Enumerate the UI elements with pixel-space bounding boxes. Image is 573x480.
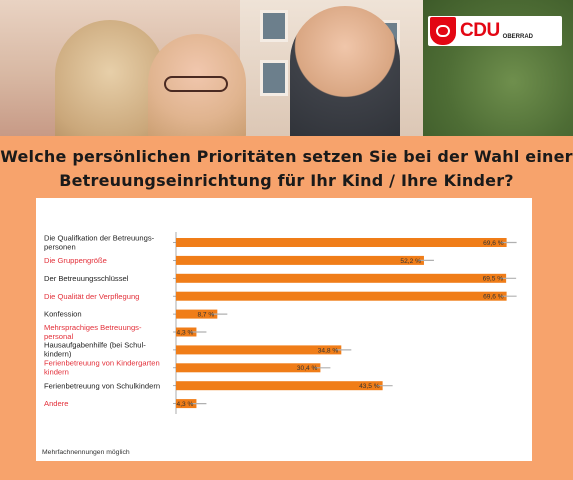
bar <box>176 363 321 373</box>
value-label: 52,2 % <box>400 258 421 265</box>
bar <box>176 345 342 355</box>
bar <box>176 381 383 391</box>
header-photo: CDU OBERRAD <box>0 0 573 136</box>
category-label: Die Qualität der Verpflegung <box>44 292 139 301</box>
value-label: 8,7 % <box>197 312 214 319</box>
category-label: Die Gruppengröße <box>44 256 107 265</box>
category-label-line: Mehrsprachiges Betreuungs- <box>44 323 142 332</box>
value-label: 4,3 % <box>177 401 194 408</box>
category-label: Konfession <box>44 310 82 319</box>
building-window <box>260 60 288 96</box>
cdu-logo: CDU OBERRAD <box>428 16 562 46</box>
category-label-line: Die Qualifkation der Betreuungs- <box>44 233 155 242</box>
bar <box>176 399 197 409</box>
bar <box>176 238 507 247</box>
category-label: Ferienbetreuung von Schulkindern <box>44 381 160 390</box>
value-label: 69,6 % <box>483 294 504 301</box>
category-label: Ferienbetreuung von Kindergarten kindern <box>44 359 160 377</box>
category-label-line: Konfession <box>44 310 82 319</box>
bar <box>176 255 424 265</box>
category-label-line: Die Gruppengröße <box>44 256 107 265</box>
category-label: Mehrsprachiges Betreuungs-personal <box>44 323 142 341</box>
category-label: Hausaufgabenhilfe (bei Schul-kindern) <box>44 341 146 359</box>
category-label: Die Qualifkation der Betreuungs-personen <box>44 233 155 251</box>
category-label-line: personal <box>44 332 73 341</box>
chart-panel: 69,6 % Die Qualifkation der Betreuungs-pe… <box>36 198 532 461</box>
category-label-line: kindern) <box>44 350 72 359</box>
bar <box>176 309 218 319</box>
bar <box>176 273 507 283</box>
value-label: 34,8 % <box>318 347 339 354</box>
bar <box>176 291 507 301</box>
category-label-line: Der Betreuungsschlüssel <box>44 274 129 283</box>
category-label-line: Andere <box>44 399 69 408</box>
value-label: 69,5 % <box>483 276 504 283</box>
building-window <box>260 10 288 42</box>
category-label-line: Hausaufgabenhilfe (bei Schul- <box>44 341 146 350</box>
category-label-line: Ferienbetreuung von Kindergarten <box>44 359 160 368</box>
title-line-2: Betreuungseinrichtung für Ihr Kind / Ihr… <box>59 171 514 190</box>
glasses-shape <box>164 76 228 92</box>
page-title: Welche persönlichen Prioritäten setzen S… <box>0 145 573 193</box>
logo-subtext: OBERRAD <box>502 33 534 40</box>
category-label-line: kindern <box>44 368 69 377</box>
category-label: Andere <box>44 399 69 408</box>
bar <box>176 327 197 337</box>
value-label: 43,5 % <box>359 383 380 390</box>
category-label: Der Betreuungsschlüssel <box>44 274 129 283</box>
footnote: Mehrfachnennungen möglich <box>42 449 130 456</box>
person-man-suit <box>290 6 400 136</box>
category-label-line: Die Qualität der Verpflegung <box>44 292 139 301</box>
value-label: 4,3 % <box>177 329 194 336</box>
title-line-1: Welche persönlichen Prioritäten setzen S… <box>0 147 573 166</box>
category-label-line: personen <box>44 242 76 251</box>
value-label: 69,6 % <box>483 240 504 247</box>
category-label-line: Ferienbetreuung von Schulkindern <box>44 381 160 390</box>
bar-chart: 69,6 % Die Qualifkation der Betreuungs-pe… <box>42 232 517 456</box>
value-label: 30,4 % <box>297 365 318 372</box>
coat-of-arms-icon <box>430 17 456 45</box>
person-blonde-back <box>55 20 165 136</box>
logo-text: CDU <box>460 20 500 41</box>
